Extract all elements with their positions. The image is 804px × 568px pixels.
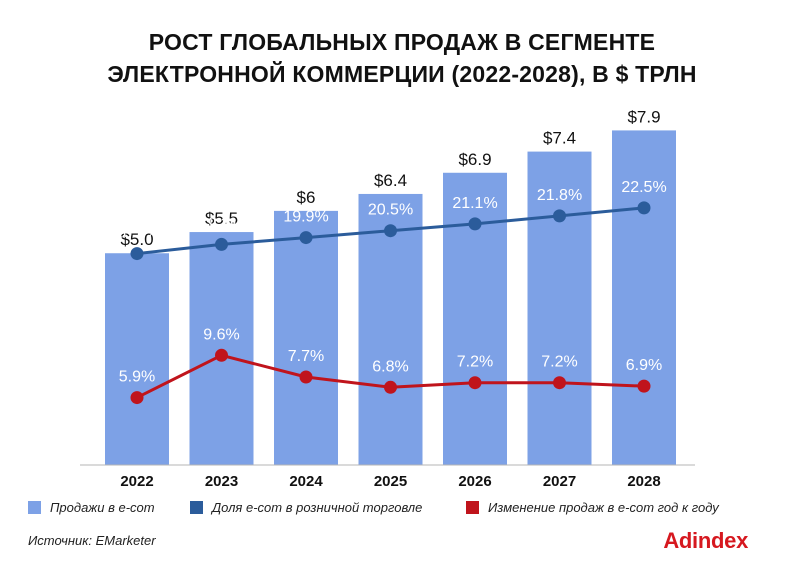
share-point-2024	[299, 231, 313, 245]
yoy-value-label-2023: 9.6%	[203, 326, 239, 343]
legend-item-sales: Продажи в e-com	[28, 500, 155, 515]
bar-value-label-2024: $6	[297, 188, 316, 207]
bar-value-label-2022: $5.0	[120, 230, 153, 249]
share-point-2023	[215, 237, 228, 251]
x-tick-label-2025: 2025	[374, 473, 407, 490]
chart-title: РОСТ ГЛОБАЛЬНЫХ ПРОДАЖ В СЕГМЕНТЕ ЭЛЕКТР…	[0, 26, 804, 90]
share-value-label-2024: 19.9%	[283, 209, 328, 226]
yoy-value-label-2028: 6.9%	[626, 357, 662, 374]
legend-swatch-yoy	[466, 501, 479, 514]
bar-value-label-2023: $5.5	[205, 209, 238, 228]
bar-value-label-2027: $7.4	[543, 129, 576, 148]
yoy-point-2026	[468, 376, 482, 390]
bar-2022	[105, 253, 169, 465]
share-point-2025	[384, 224, 397, 238]
yoy-value-label-2022: 5.9%	[119, 369, 155, 386]
legend-item-share: Доля e-com в розничной торговле	[190, 500, 422, 515]
x-tick-label-2022: 2022	[120, 473, 153, 490]
legend-swatch-share	[190, 501, 203, 514]
share-point-2027	[553, 209, 566, 223]
yoy-point-2028	[637, 379, 651, 393]
yoy-point-2023	[215, 348, 228, 362]
x-tick-label-2028: 2028	[627, 473, 660, 490]
share-value-label-2025: 20.5%	[368, 202, 413, 219]
legend-swatch-sales	[28, 501, 41, 514]
legend-label-sales: Продажи в e-com	[50, 500, 155, 515]
yoy-point-2025	[384, 380, 397, 394]
yoy-value-label-2024: 7.7%	[288, 348, 324, 365]
share-point-2026	[468, 217, 482, 231]
bar-value-label-2028: $7.9	[627, 107, 660, 126]
bar-2027	[527, 151, 592, 465]
bar-value-label-2025: $6.4	[374, 171, 407, 190]
yoy-value-label-2025: 6.8%	[372, 358, 408, 375]
bar-2024	[274, 210, 338, 465]
share-value-label-2027: 21.8%	[537, 187, 582, 204]
yoy-point-2027	[553, 376, 566, 390]
bar-2023	[189, 232, 254, 465]
share-value-label-2026: 21.1%	[452, 195, 497, 212]
x-tick-label-2027: 2027	[543, 473, 576, 490]
x-tick-label-2026: 2026	[458, 473, 491, 490]
share-value-label-2023: 19.3%	[199, 215, 244, 232]
yoy-value-label-2027: 7.2%	[541, 354, 577, 371]
legend-label-share: Доля e-com в розничной торговле	[212, 500, 423, 515]
bar-2026	[443, 172, 507, 465]
legend-item-yoy: Изменение продаж в e-com год к году	[466, 500, 719, 515]
share-point-2022	[130, 247, 144, 261]
yoy-point-2024	[299, 370, 313, 384]
chart-title-line-2: ЭЛЕКТРОННОЙ КОММЕРЦИИ (2022-2028), В $ Т…	[107, 61, 697, 87]
chart-legend: Продажи в e-com Доля e-com в розничной т…	[28, 500, 788, 522]
yoy-point-2022	[130, 391, 144, 405]
x-tick-label-2024: 2024	[289, 473, 323, 490]
chart-title-line-1: РОСТ ГЛОБАЛЬНЫХ ПРОДАЖ В СЕГМЕНТЕ	[148, 29, 656, 55]
brand-logo: Adindex	[663, 528, 748, 553]
share-point-2028	[637, 201, 651, 215]
share-value-label-2022: 18.5%	[114, 225, 159, 242]
yoy-value-label-2026: 7.2%	[457, 354, 493, 371]
bar-value-label-2026: $6.9	[458, 150, 491, 169]
bar-2028	[612, 130, 676, 466]
share-value-label-2028: 22.5%	[621, 179, 666, 196]
legend-label-yoy: Изменение продаж в e-com год к году	[488, 500, 719, 515]
bar-2025	[358, 193, 423, 466]
x-tick-label-2023: 2023	[205, 473, 238, 490]
source-note: Источник: EMarketer	[28, 533, 156, 548]
